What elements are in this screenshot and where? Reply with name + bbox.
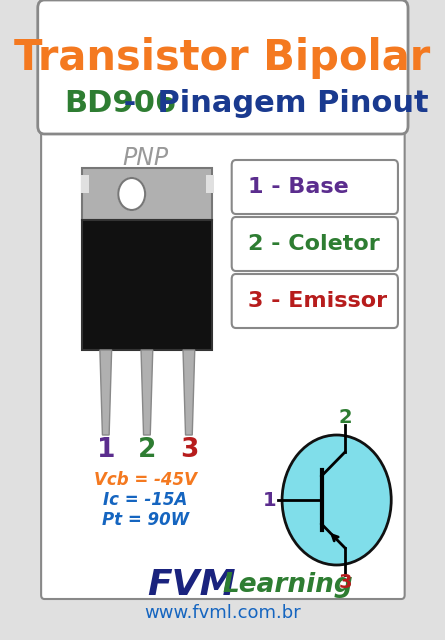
Text: 1: 1 [263,490,276,509]
FancyBboxPatch shape [232,160,398,214]
Text: Transistor Bipolar: Transistor Bipolar [14,37,431,79]
Text: Ic = -15A: Ic = -15A [103,491,187,509]
Polygon shape [183,350,195,435]
FancyBboxPatch shape [232,274,398,328]
Bar [82,220,212,350]
Text: 2: 2 [138,437,156,463]
Bar [82,168,212,220]
Polygon shape [141,350,153,435]
Text: Vcb = -45V: Vcb = -45V [94,471,197,489]
Text: www.fvml.com.br: www.fvml.com.br [144,604,301,622]
Text: 2: 2 [338,408,352,426]
Circle shape [118,178,145,210]
Text: Pt = 90W: Pt = 90W [101,511,189,529]
Text: 2 - Coletor: 2 - Coletor [248,234,380,254]
Text: 3 - Emissor: 3 - Emissor [248,291,387,311]
Text: 1 - Base: 1 - Base [248,177,348,197]
Text: FVM: FVM [147,568,236,602]
Text: 3: 3 [338,573,352,593]
Polygon shape [100,350,112,435]
Text: BD906: BD906 [64,88,176,118]
FancyBboxPatch shape [206,175,214,193]
Text: PNP: PNP [122,146,168,170]
FancyBboxPatch shape [81,175,89,193]
FancyBboxPatch shape [232,217,398,271]
FancyBboxPatch shape [38,0,408,134]
Text: -  Pinagem Pinout: - Pinagem Pinout [113,88,429,118]
Ellipse shape [282,435,391,565]
Text: 1: 1 [97,437,115,463]
Text: 3: 3 [180,437,198,463]
Text: Learning: Learning [222,572,353,598]
FancyBboxPatch shape [41,126,405,599]
